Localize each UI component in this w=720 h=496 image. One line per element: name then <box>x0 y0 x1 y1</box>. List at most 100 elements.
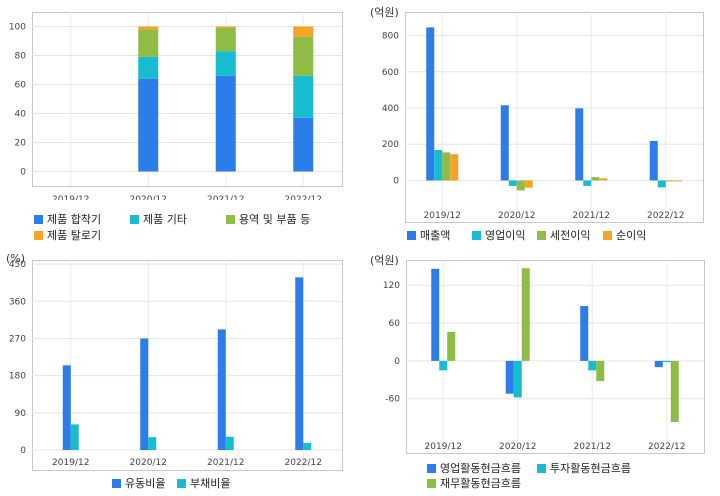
y-tick-label: 400 <box>382 104 399 114</box>
bar <box>508 180 517 186</box>
bar <box>670 360 679 423</box>
income-chart: 0 200 400 600 800 2019/12 2020/12 2021/12 2022/1… <box>382 12 704 223</box>
cashflow-chart: -60 0 60 120 2019/12 2020/12 2021/12 2022/12 <box>383 260 705 454</box>
legend-swatch <box>112 478 121 488</box>
legend-label: 재무활동현금흐름 <box>440 477 521 490</box>
bar <box>303 442 312 450</box>
x-tick-label: 2020/12 <box>130 458 167 468</box>
x-tick-label: 2021/12 <box>207 195 244 200</box>
legend-item-income-3: 순이익 <box>603 229 646 243</box>
x-tick-label: 2021/12 <box>574 442 611 452</box>
bar <box>138 29 159 57</box>
bar <box>657 180 666 188</box>
legend-swatch <box>34 230 43 240</box>
legend-label: 영업활동현금흐름 <box>440 462 521 475</box>
x-tick-label: 2022/12 <box>648 442 685 452</box>
legend-label: 매출액 <box>420 229 451 242</box>
bar <box>215 51 236 76</box>
unit-label: (억원) <box>370 6 399 19</box>
legend-swatch <box>407 230 416 240</box>
legend-swatch <box>472 230 481 240</box>
y-tick-label: 180 <box>9 372 26 382</box>
x-tick-label: 2019/12 <box>425 442 462 452</box>
bar <box>599 178 608 181</box>
y-tick-label: 200 <box>382 140 399 150</box>
legend-label: 투자활동현금흐름 <box>550 462 631 475</box>
bar <box>140 338 149 450</box>
x-tick-label: 2020/12 <box>498 211 535 221</box>
bar <box>62 365 71 450</box>
bar <box>293 75 314 118</box>
plot-frame <box>32 12 343 187</box>
x-tick-label: 2019/12 <box>424 211 461 221</box>
bar <box>293 117 314 172</box>
legend-swatch <box>130 214 139 224</box>
bar <box>673 180 682 182</box>
legend-label: 영업이익 <box>485 229 526 242</box>
legend-item-ratios-1: 부채비율 <box>177 477 230 491</box>
legend-label: 제품 탈로기 <box>47 229 102 242</box>
legend-swatch <box>427 463 436 473</box>
x-tick-label: 2020/12 <box>499 442 536 452</box>
x-tick-label: 2019/12 <box>52 458 89 468</box>
y-tick-label: 270 <box>9 334 26 344</box>
bar <box>662 360 671 363</box>
bar <box>513 360 522 398</box>
bar <box>70 424 79 450</box>
bar <box>138 56 159 79</box>
cashflow-chart-panel: (억원) -60 0 60 120 2019/12 2020/12 2021/12 2022/… <box>360 248 720 496</box>
legend-item-composition-1: 제품 기타 <box>130 213 187 227</box>
bar <box>225 436 234 450</box>
y-tick-label: 0 <box>20 168 26 178</box>
x-tick-label: 2021/12 <box>573 211 610 221</box>
x-tick-label: 2019/12 <box>52 195 89 200</box>
bar <box>580 306 589 361</box>
bar <box>293 36 314 76</box>
x-tick-label: 2022/12 <box>647 211 684 221</box>
bar <box>649 140 658 181</box>
legend-label: 용역 및 부품 등 <box>239 213 311 226</box>
legend-label: 제품 합착기 <box>47 213 102 226</box>
bar <box>500 105 509 181</box>
y-tick-label: 20 <box>15 139 27 149</box>
y-tick-label: 0 <box>393 176 399 186</box>
x-tick-label: 2020/12 <box>130 195 167 200</box>
legend-item-composition-2: 용역 및 부품 등 <box>226 213 310 227</box>
bar <box>138 26 159 30</box>
bar <box>521 268 530 361</box>
bar <box>295 277 304 450</box>
plot-frame <box>32 260 343 471</box>
bar <box>293 26 314 37</box>
y-tick-label: 80 <box>15 52 27 62</box>
y-tick-label: 600 <box>382 68 399 78</box>
unit-label: (%) <box>6 252 26 265</box>
legend-item-composition-3: 제품 탈로기 <box>34 229 101 243</box>
legend-item-income-0: 매출액 <box>407 229 450 243</box>
legend-swatch <box>177 478 186 488</box>
x-tick-label: 2022/12 <box>285 458 322 468</box>
ratios-chart: 0 90 180 270 360 450 2019/12 2020/12 2021/12 2022… <box>9 260 343 471</box>
plot-frame <box>405 12 704 223</box>
bar <box>442 152 451 181</box>
x-tick-label: 2022/12 <box>285 195 322 200</box>
legend-label: 유동비율 <box>125 477 166 490</box>
y-tick-label: 120 <box>383 281 400 291</box>
legend-swatch <box>427 478 436 488</box>
legend-item-composition-0: 제품 합착기 <box>34 213 101 227</box>
legend-swatch <box>537 463 546 473</box>
legend-label: 제품 기타 <box>143 213 187 226</box>
bar <box>450 154 459 181</box>
y-tick-label: 0 <box>20 446 26 456</box>
income-chart-panel: (억원) 0 200 400 600 800 2019/12 2020/12 2021/12 2… <box>360 0 720 248</box>
x-tick-label: 2021/12 <box>207 458 244 468</box>
y-tick-label: 40 <box>15 110 27 120</box>
legend-item-income-2: 세전이익 <box>537 229 590 243</box>
legend-label: 부채비율 <box>190 477 231 490</box>
bar <box>426 27 435 181</box>
bar <box>138 78 159 172</box>
plot-frame <box>406 260 705 454</box>
bar <box>588 360 597 371</box>
y-tick-label: 800 <box>382 32 399 42</box>
legend-swatch <box>226 214 235 224</box>
legend-swatch <box>34 214 43 224</box>
